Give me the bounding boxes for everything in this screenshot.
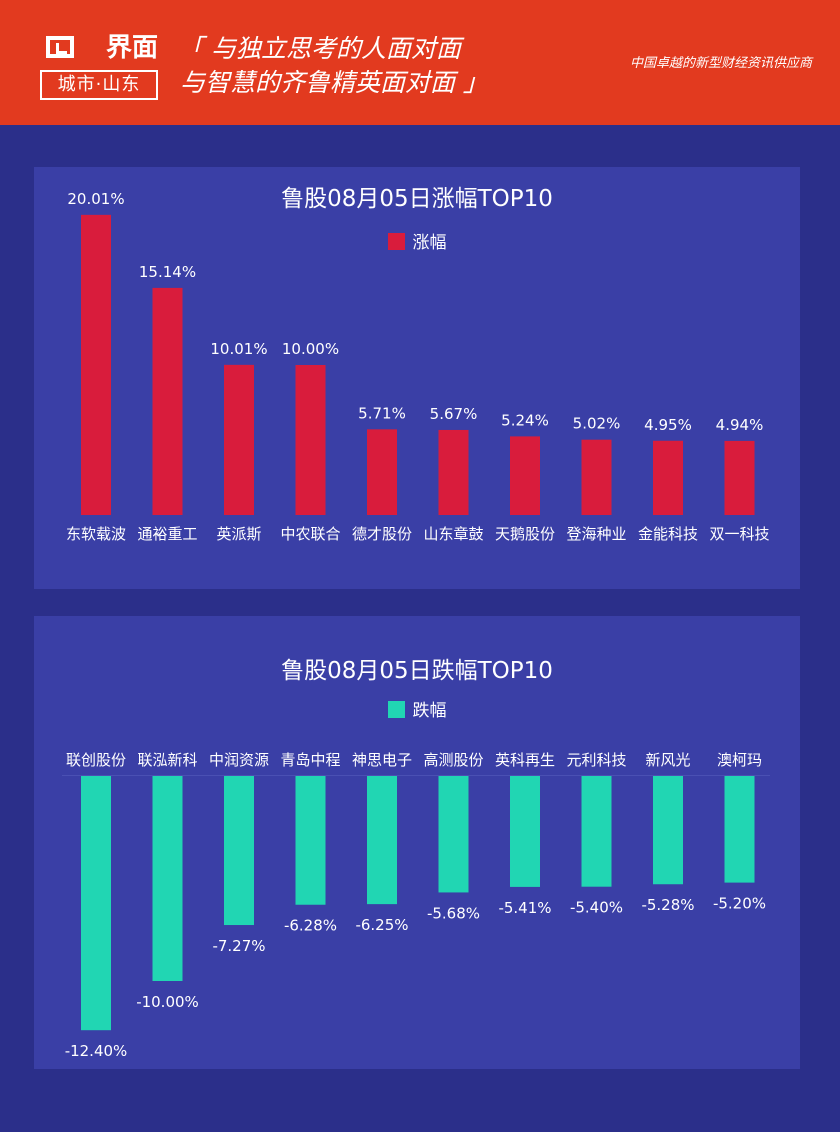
loser-value-label: -6.28% — [284, 917, 337, 935]
loser-category-label: 联创股份 — [66, 751, 126, 769]
gainer-value-label: 15.14% — [139, 263, 196, 281]
gainer-value-label: 4.95% — [644, 416, 692, 434]
loser-category-label: 中润资源 — [209, 751, 269, 769]
loser-value-label: -5.28% — [641, 896, 694, 914]
gainer-category-label: 德才股份 — [352, 525, 412, 543]
jiemian-logo: 界面 城市·山东 — [40, 30, 158, 100]
slogan-line-2: 与智慧的齐鲁精英面对面 」 — [180, 68, 488, 97]
losers-chart-panel: 鲁股08月05日跌幅TOP10 跌幅 -12.40% 联创股份 -10.00% 联泓新… — [34, 616, 800, 1069]
gainer-bar — [581, 439, 612, 515]
loser-category-label: 神思电子 — [352, 751, 412, 769]
gainer-value-label: 5.67% — [430, 405, 478, 423]
loser-bar — [581, 776, 612, 887]
gainer-value-label: 10.01% — [210, 340, 267, 358]
gainer-category-label: 登海种业 — [566, 525, 626, 543]
gainer-bar — [653, 440, 683, 515]
slogan: 「 与独立思考的人面对面 与智慧的齐鲁精英面对面 」 — [178, 32, 488, 100]
gainers-legend-label: 涨幅 — [412, 233, 447, 253]
loser-category-label: 英科再生 — [495, 751, 555, 769]
losers-legend-label: 跌幅 — [412, 701, 447, 721]
gainer-bar — [81, 214, 111, 515]
header-banner: 界面 城市·山东 「 与独立思考的人面对面 与智慧的齐鲁精英面对面 」 中国卓越… — [0, 0, 840, 125]
gainer-category-label: 中农联合 — [280, 525, 340, 543]
tagline: 中国卓越的新型财经资讯供应商 — [629, 56, 812, 71]
loser-value-label: -5.40% — [570, 899, 623, 917]
loser-bar — [224, 776, 254, 926]
gainer-value-label: 20.01% — [67, 190, 124, 208]
gainer-value-label: 5.02% — [573, 415, 621, 433]
loser-bar — [653, 776, 683, 885]
loser-bar — [438, 776, 469, 893]
gainer-value-label: 4.94% — [716, 416, 764, 434]
slogan-line-1: 「 与独立思考的人面对面 — [178, 34, 461, 63]
loser-value-label: -12.40% — [65, 1042, 128, 1060]
gainer-bar — [438, 429, 469, 515]
gainer-category-label: 英派斯 — [216, 525, 261, 543]
gainer-category-label: 山东章鼓 — [423, 525, 483, 543]
loser-bar — [295, 776, 326, 905]
gainers-bar-chart: 20.01% 东软载波 15.14% 通裕重工 10.01% 英派斯 10.00% 中农联合 5… — [66, 190, 770, 543]
loser-category-label: 联泓新科 — [137, 751, 197, 769]
losers-chart-title: 鲁股08月05日跌幅TOP10 — [281, 658, 553, 684]
logo-text-bottom: 城市·山东 — [40, 70, 158, 100]
gainer-category-label: 天鹅股份 — [495, 525, 555, 543]
gainer-bar — [510, 436, 540, 515]
loser-category-label: 新风光 — [645, 751, 690, 769]
gainers-legend-swatch — [387, 233, 405, 250]
loser-value-label: -5.68% — [427, 904, 480, 922]
gainer-bar — [724, 440, 755, 515]
loser-category-label: 高测股份 — [423, 751, 483, 769]
loser-value-label: -5.41% — [498, 899, 551, 917]
gainer-bar — [152, 287, 183, 515]
gainer-bar — [295, 365, 326, 515]
loser-bar — [152, 776, 183, 981]
losers-legend: 跌幅 — [34, 696, 800, 721]
gainer-bar — [367, 429, 397, 515]
loser-value-label: -10.00% — [136, 993, 199, 1011]
loser-value-label: -7.27% — [212, 937, 265, 955]
gainers-chart-title: 鲁股08月05日涨幅TOP10 — [281, 186, 553, 212]
losers-bar-chart: -12.40% 联创股份 -10.00% 联泓新科 -7.27% 中润资源 -6.28% 青岛… — [62, 751, 770, 1060]
gainer-bar — [224, 364, 254, 515]
losers-legend-swatch — [387, 701, 405, 718]
logo-text-top: 界面 — [105, 33, 158, 63]
gainer-category-label: 金能科技 — [638, 525, 698, 543]
loser-category-label: 澳柯玛 — [717, 751, 762, 769]
gainer-category-label: 双一科技 — [709, 525, 769, 543]
gainer-value-label: 5.24% — [501, 411, 549, 429]
loser-category-label: 青岛中程 — [280, 751, 340, 769]
loser-category-label: 元利科技 — [566, 751, 626, 769]
gainers-legend: 涨幅 — [34, 228, 800, 253]
gainer-value-label: 10.00% — [282, 340, 339, 358]
loser-value-label: -6.25% — [355, 916, 408, 934]
gainer-value-label: 5.71% — [358, 404, 406, 422]
gainers-chart-panel: 鲁股08月05日涨幅TOP10 涨幅 20.01% 东软载波 15.14% 通裕重工 1… — [34, 167, 800, 589]
loser-bar — [510, 776, 540, 887]
gainer-category-label: 通裕重工 — [137, 525, 197, 543]
logo-mark-icon — [46, 36, 74, 58]
loser-bar — [367, 776, 397, 905]
loser-value-label: -5.20% — [713, 895, 766, 913]
gainer-category-label: 东软载波 — [66, 525, 126, 543]
loser-bar — [724, 776, 755, 883]
loser-bar — [81, 776, 111, 1031]
